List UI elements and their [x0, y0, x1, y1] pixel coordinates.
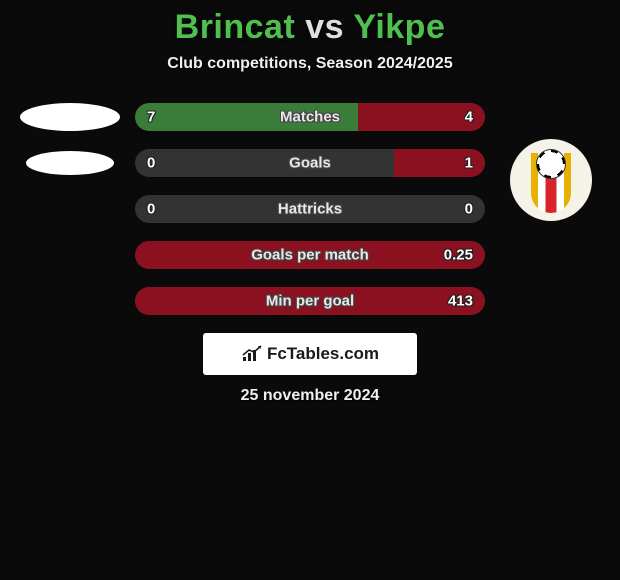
stat-bar: 0.25 Goals per match	[135, 241, 485, 269]
stat-label: Matches	[280, 109, 340, 126]
stat-bars: 7 4 Matches 0 1 Goals 0 0 Hattricks 0.25 Goals per…	[135, 103, 485, 315]
stats-area: 7 4 Matches 0 1 Goals 0 0 Hattricks 0.25 Goals per…	[0, 103, 620, 315]
infographic-container: Brincat vs Yikpe Club competitions, Seas…	[0, 0, 620, 405]
subtitle: Club competitions, Season 2024/2025	[0, 55, 620, 73]
chart-icon	[241, 345, 263, 363]
stat-label: Hattricks	[278, 201, 342, 218]
comparison-title: Brincat vs Yikpe	[0, 8, 620, 47]
source-badge: FcTables.com	[203, 333, 417, 375]
player2-club-badge	[510, 139, 592, 221]
stat-right-value: 413	[448, 293, 473, 310]
player1-photo-placeholder	[20, 103, 120, 131]
stat-bar: 7 4 Matches	[135, 103, 485, 131]
stat-bar: 0 1 Goals	[135, 149, 485, 177]
stat-left-value: 0	[147, 155, 155, 172]
stat-right-value: 1	[465, 155, 473, 172]
stat-right-value: 0	[465, 201, 473, 218]
player2-name: Yikpe	[353, 8, 445, 46]
fctables-logo: FcTables.com	[241, 344, 379, 364]
player1-name: Brincat	[175, 8, 296, 46]
source-brand-text: FcTables.com	[267, 344, 379, 364]
vs-separator: vs	[305, 8, 344, 46]
right-badge-column	[493, 103, 608, 315]
stat-left-value: 0	[147, 201, 155, 218]
player1-club-placeholder	[26, 151, 114, 175]
stat-label: Goals	[289, 155, 331, 172]
stat-right-value: 0.25	[444, 247, 473, 264]
date-text: 25 november 2024	[0, 387, 620, 405]
left-badge-column	[12, 103, 127, 315]
stat-bar: 413 Min per goal	[135, 287, 485, 315]
stat-label: Goals per match	[251, 247, 369, 264]
stat-label: Min per goal	[266, 293, 354, 310]
stat-right-value: 4	[465, 109, 473, 126]
stat-bar: 0 0 Hattricks	[135, 195, 485, 223]
stat-left-value: 7	[147, 109, 155, 126]
